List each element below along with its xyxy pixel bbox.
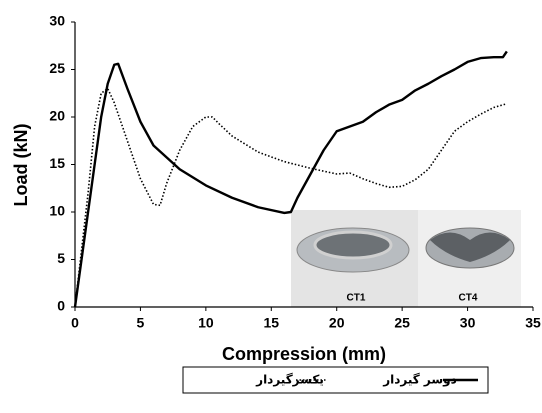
- y-tick-label: 25: [49, 60, 65, 76]
- y-tick-label: 20: [49, 108, 65, 124]
- series-line: [73, 50, 508, 308]
- legend-box: [182, 366, 489, 394]
- y-tick-label: 10: [49, 203, 65, 219]
- series-line: [74, 87, 508, 308]
- x-tick-label: 20: [329, 315, 345, 331]
- legend-label: دوسر گیردار: [382, 373, 457, 388]
- y-tick-label: 0: [57, 298, 65, 314]
- x-tick-label: 0: [71, 315, 79, 331]
- legend-label: یکسرگیردار: [255, 373, 324, 387]
- x-tick-label: 10: [198, 315, 214, 331]
- inset-photo: [291, 210, 521, 307]
- x-tick-label: 35: [525, 315, 541, 331]
- x-tick-label: 5: [137, 315, 145, 331]
- inset-label: CT1: [347, 293, 366, 304]
- y-tick-label: 5: [57, 250, 65, 266]
- y-tick-label: 30: [49, 13, 65, 29]
- inset-label: CT4: [459, 293, 478, 304]
- y-axis-label: Load (kN): [11, 123, 31, 206]
- x-tick-label: 25: [394, 315, 410, 331]
- x-tick-label: 30: [460, 315, 476, 331]
- y-tick-label: 15: [49, 155, 65, 171]
- x-axis-label: Compression (mm): [222, 344, 386, 364]
- x-tick-label: 15: [263, 315, 279, 331]
